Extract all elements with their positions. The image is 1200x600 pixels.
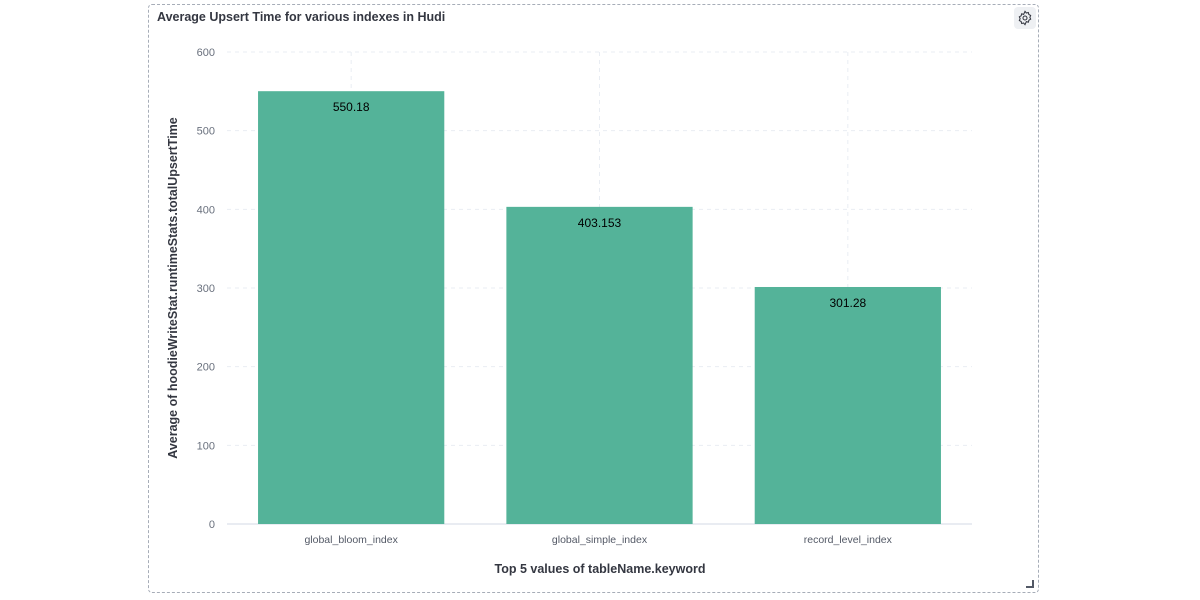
x-tick-label: record_level_index bbox=[804, 534, 893, 546]
resize-handle[interactable] bbox=[1026, 580, 1034, 588]
y-tick-label: 0 bbox=[209, 519, 215, 531]
y-tick-label: 200 bbox=[197, 362, 215, 374]
y-tick-label: 400 bbox=[197, 204, 215, 216]
y-tick-label: 500 bbox=[197, 126, 215, 138]
bar-record_level_index[interactable] bbox=[754, 286, 941, 524]
gear-icon[interactable] bbox=[1014, 7, 1036, 29]
panel-title: Average Upsert Time for various indexes … bbox=[157, 10, 446, 24]
y-tick-label: 300 bbox=[197, 283, 215, 295]
x-tick-label: global_bloom_index bbox=[304, 534, 398, 546]
y-tick-label: 100 bbox=[197, 440, 215, 452]
bar-global_bloom_index[interactable] bbox=[258, 91, 445, 524]
bar-global_simple_index[interactable] bbox=[506, 206, 693, 524]
bar-value-label: 301.28 bbox=[829, 296, 866, 310]
x-axis-label: Top 5 values of tableName.keyword bbox=[495, 562, 706, 576]
y-tick-label: 600 bbox=[197, 47, 215, 59]
y-axis-label: Average of hoodieWriteStat.runtimeStats.… bbox=[166, 117, 180, 459]
bar-value-label: 550.18 bbox=[333, 100, 370, 114]
bar-value-label: 403.153 bbox=[578, 216, 622, 230]
x-tick-label: global_simple_index bbox=[552, 534, 648, 546]
